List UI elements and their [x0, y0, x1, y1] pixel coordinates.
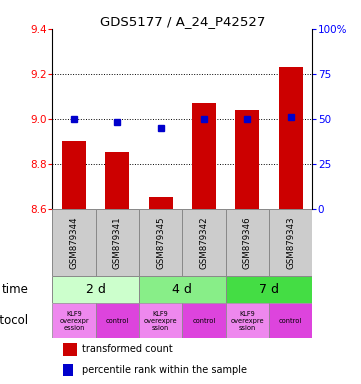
Bar: [139, 303, 182, 338]
Bar: [96, 303, 139, 338]
Bar: [192, 103, 216, 209]
Text: protocol: protocol: [0, 314, 29, 327]
Bar: [182, 303, 226, 338]
Text: control: control: [106, 318, 129, 324]
Text: control: control: [279, 318, 302, 324]
Text: GSM879346: GSM879346: [243, 216, 252, 269]
Bar: [63, 364, 73, 376]
Bar: [52, 209, 96, 276]
Text: GSM879344: GSM879344: [70, 216, 78, 269]
Bar: [182, 209, 226, 276]
Title: GDS5177 / A_24_P42527: GDS5177 / A_24_P42527: [100, 15, 265, 28]
Bar: [62, 141, 86, 209]
Bar: [52, 303, 96, 338]
Text: GSM879343: GSM879343: [286, 216, 295, 269]
Text: percentile rank within the sample: percentile rank within the sample: [82, 365, 247, 375]
Text: KLF9
overexpre
ssion: KLF9 overexpre ssion: [144, 311, 178, 331]
Bar: [279, 67, 303, 209]
Bar: [139, 209, 182, 276]
Text: 4 d: 4 d: [172, 283, 192, 296]
Text: control: control: [192, 318, 216, 324]
Bar: [96, 209, 139, 276]
Bar: [269, 303, 312, 338]
Bar: [226, 209, 269, 276]
Text: time: time: [2, 283, 29, 296]
Bar: [139, 276, 226, 303]
Text: KLF9
overexpre
ssion: KLF9 overexpre ssion: [230, 311, 264, 331]
Text: GSM879342: GSM879342: [200, 216, 208, 269]
Bar: [226, 303, 269, 338]
Bar: [105, 152, 129, 209]
Text: transformed count: transformed count: [82, 344, 173, 354]
Bar: [226, 276, 312, 303]
Bar: [235, 110, 259, 209]
Bar: [149, 197, 173, 209]
Text: 2 d: 2 d: [86, 283, 106, 296]
Text: GSM879345: GSM879345: [156, 216, 165, 269]
Bar: [52, 276, 139, 303]
Text: KLF9
overexpr
ession: KLF9 overexpr ession: [59, 311, 89, 331]
Text: GSM879341: GSM879341: [113, 216, 122, 269]
Bar: [63, 343, 77, 356]
Bar: [269, 209, 312, 276]
Text: 7 d: 7 d: [259, 283, 279, 296]
